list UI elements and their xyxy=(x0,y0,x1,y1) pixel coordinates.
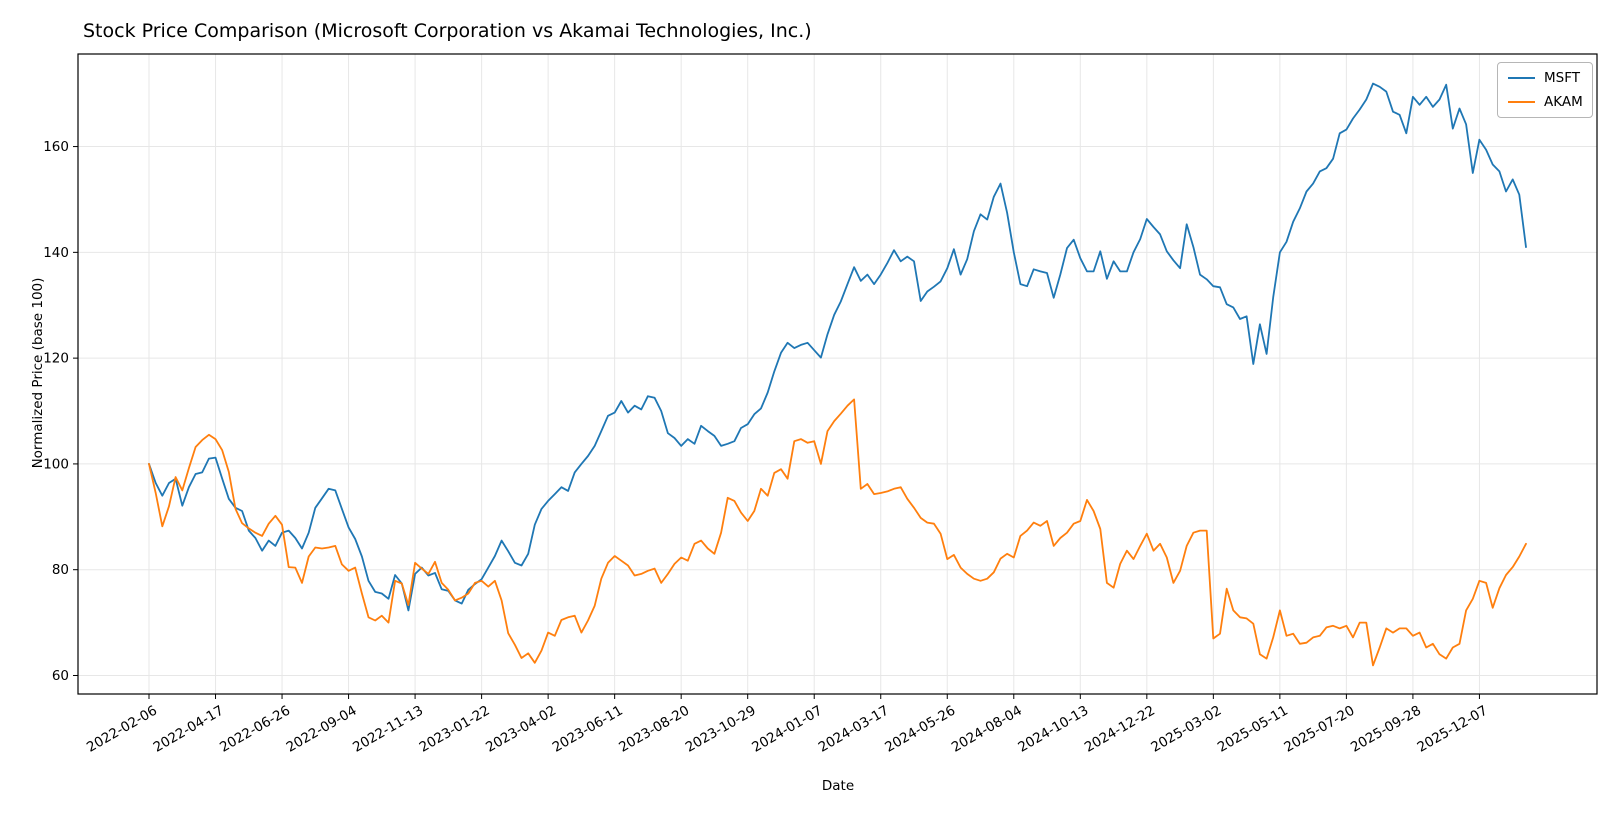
x-tick-label: 2023-04-02 xyxy=(483,703,559,756)
y-tick-label: 60 xyxy=(52,668,69,684)
x-tick-label: 2023-08-20 xyxy=(616,703,692,756)
x-tick-label: 2023-10-29 xyxy=(683,703,759,756)
y-tick-label: 160 xyxy=(43,139,69,155)
x-tick-label: 2024-12-22 xyxy=(1082,703,1158,756)
series-line-akam xyxy=(148,398,1527,667)
legend-label-msft: MSFT xyxy=(1544,70,1580,86)
x-tick-label: 2024-08-04 xyxy=(949,703,1025,756)
y-tick-label: 100 xyxy=(43,456,69,472)
legend-item-akam: AKAM xyxy=(1508,94,1583,110)
x-tick-label: 2024-10-13 xyxy=(1015,703,1091,756)
y-tick-label: 120 xyxy=(43,351,69,367)
x-tick-label: 2023-06-11 xyxy=(550,703,626,756)
x-tick-label: 2022-04-17 xyxy=(151,703,227,756)
series-line-msft xyxy=(148,82,1527,612)
legend-item-msft: MSFT xyxy=(1508,70,1582,86)
y-axis-label: Normalized Price (base 100) xyxy=(30,277,46,469)
x-tick-label: 2024-05-26 xyxy=(882,703,958,756)
x-tick-label: 2024-01-07 xyxy=(749,703,825,756)
x-axis-label: Date xyxy=(821,778,855,794)
chart-title: Stock Price Comparison (Microsoft Corpor… xyxy=(83,20,812,42)
x-tick-label: 2025-03-02 xyxy=(1148,703,1224,756)
x-tick-label: 2022-06-26 xyxy=(217,703,293,756)
x-tick-label: 2022-09-04 xyxy=(284,703,360,756)
x-tick-label: 2023-01-22 xyxy=(417,703,493,756)
y-tick-label: 80 xyxy=(52,562,69,578)
y-tick-label: 140 xyxy=(43,245,69,261)
x-tick-label: 2024-03-17 xyxy=(816,703,892,756)
x-tick-label: 2022-11-13 xyxy=(350,703,426,756)
x-tick-label: 2025-12-07 xyxy=(1414,703,1490,756)
x-tick-label: 2025-07-20 xyxy=(1281,703,1357,756)
legend-label-akam: AKAM xyxy=(1544,94,1583,110)
legend: MSFT AKAM xyxy=(1497,62,1593,118)
akam-line-swatch xyxy=(1508,101,1535,103)
x-tick-label: 2025-05-11 xyxy=(1215,703,1291,756)
x-tick-label: 2025-09-28 xyxy=(1348,703,1424,756)
x-tick-label: 2022-02-06 xyxy=(84,703,160,756)
axes-frame xyxy=(77,53,1598,695)
msft-line-swatch xyxy=(1508,77,1535,79)
